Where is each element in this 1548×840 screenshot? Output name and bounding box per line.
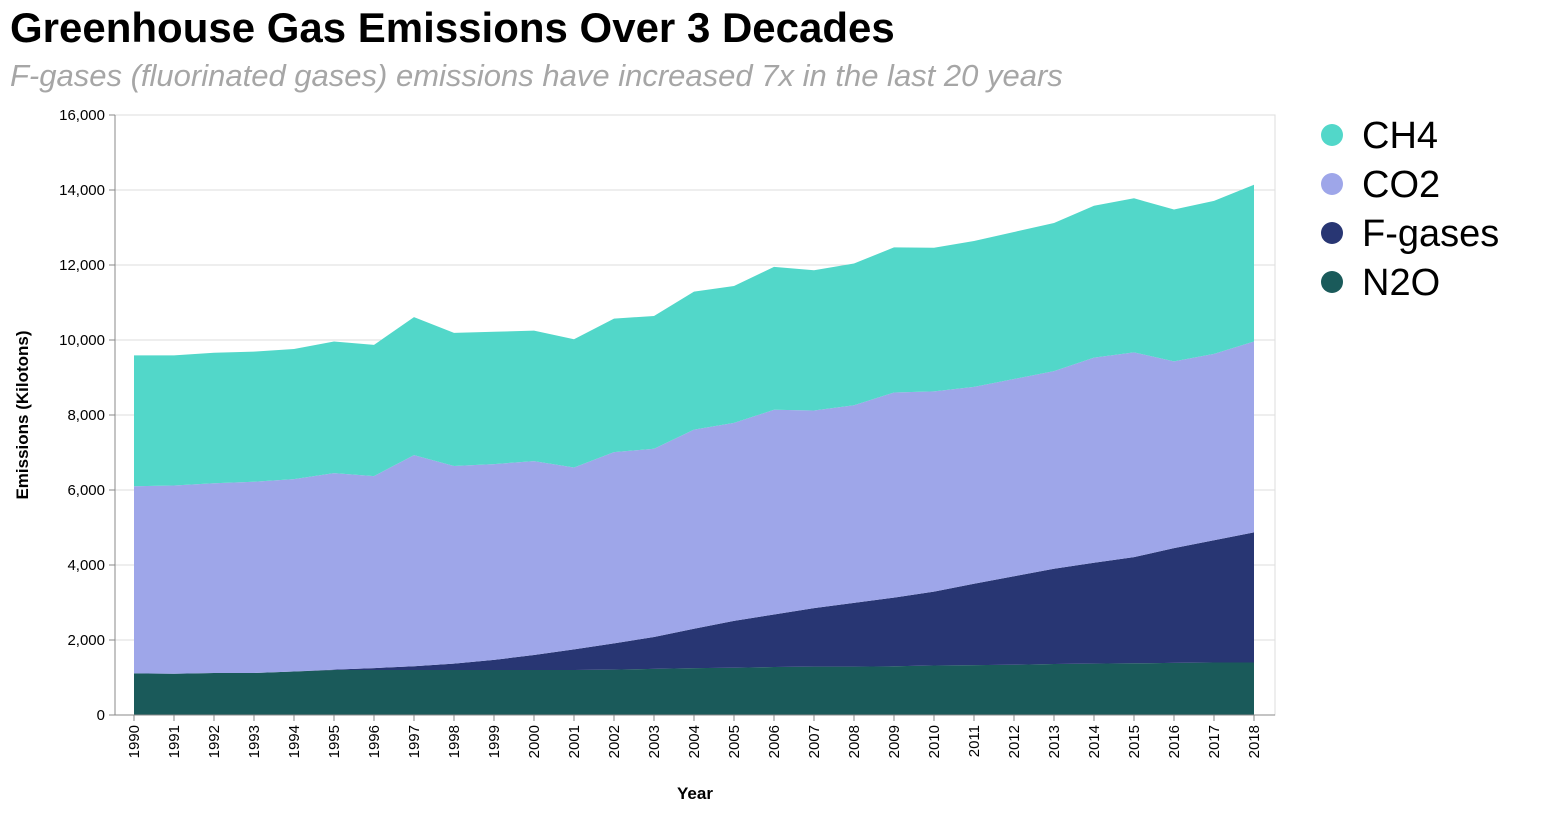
x-tick-label: 2002 — [606, 725, 623, 758]
legend-swatch-n2o — [1321, 271, 1343, 293]
x-tick-label: 2007 — [806, 725, 823, 758]
axes: 0 2,000 4,000 6,000 8,000 10,000 12,000 14,000 1… — [13, 107, 1275, 803]
x-tick-label: 1995 — [326, 725, 343, 758]
x-tick-label: 2012 — [1006, 725, 1023, 758]
x-tick-label: 2016 — [1166, 725, 1183, 758]
legend-label-co2: CO2 — [1362, 164, 1440, 206]
x-tick-label: 2000 — [526, 725, 543, 758]
x-tick-label: 2009 — [886, 725, 903, 758]
x-tick-label: 2017 — [1206, 725, 1223, 758]
x-tick-label: 2014 — [1086, 725, 1103, 758]
x-tick-label: 2008 — [846, 725, 863, 758]
x-axis-title: Year — [677, 784, 713, 803]
x-tick-label: 2004 — [686, 725, 703, 758]
y-tick-label: 12,000 — [59, 257, 105, 274]
x-tick-label: 1998 — [446, 725, 463, 758]
x-tick-label: 2001 — [566, 725, 583, 758]
x-tick-label: 2015 — [1126, 725, 1143, 758]
area-series — [134, 184, 1254, 715]
x-tick-label: 1996 — [366, 725, 383, 758]
x-tick-label: 2003 — [646, 725, 663, 758]
legend-label-f-gases: F-gases — [1362, 213, 1499, 255]
x-tick-label: 1991 — [166, 725, 183, 758]
area-ch4 — [134, 184, 1254, 487]
y-tick-label: 10,000 — [59, 332, 105, 349]
area-co2 — [134, 341, 1254, 674]
x-tick-label: 2010 — [926, 725, 943, 758]
y-axis-title: Emissions (Kilotons) — [13, 330, 32, 499]
x-tick-label: 2005 — [726, 725, 743, 758]
x-tick-label: 2013 — [1046, 725, 1063, 758]
y-tick-label: 2,000 — [67, 632, 105, 649]
y-tick-label: 8,000 — [67, 407, 105, 424]
chart-subtitle: F-gases (fluorinated gases) emissions ha… — [10, 58, 1063, 93]
legend-swatch-f-gases — [1321, 222, 1343, 244]
legend-label-ch4: CH4 — [1362, 115, 1438, 157]
area-f-gases — [134, 532, 1254, 674]
legend-swatch-ch4 — [1321, 124, 1343, 146]
legend-swatch-co2 — [1321, 173, 1343, 195]
x-tick-label: 1992 — [206, 725, 223, 758]
y-tick-label: 0 — [97, 707, 105, 724]
legend: CH4 CO2 F-gases N2O — [1321, 115, 1499, 304]
chart-title: Greenhouse Gas Emissions Over 3 Decades — [10, 4, 895, 51]
x-tick-label: 2006 — [766, 725, 783, 758]
x-tick-label: 2011 — [966, 725, 983, 757]
x-tick-label: 1997 — [406, 725, 423, 758]
x-tick-label: 1990 — [126, 725, 143, 758]
y-tick-label: 4,000 — [67, 557, 105, 574]
x-tick-label: 1994 — [286, 725, 303, 758]
area-n2o — [134, 662, 1254, 715]
x-tick-label: 1993 — [246, 725, 263, 758]
y-tick-label: 6,000 — [67, 482, 105, 499]
x-tick-label: 2018 — [1246, 725, 1263, 758]
legend-label-n2o: N2O — [1362, 262, 1440, 304]
x-tick-label: 1999 — [486, 725, 503, 758]
y-tick-label: 14,000 — [59, 182, 105, 199]
y-tick-label: 16,000 — [59, 107, 105, 124]
